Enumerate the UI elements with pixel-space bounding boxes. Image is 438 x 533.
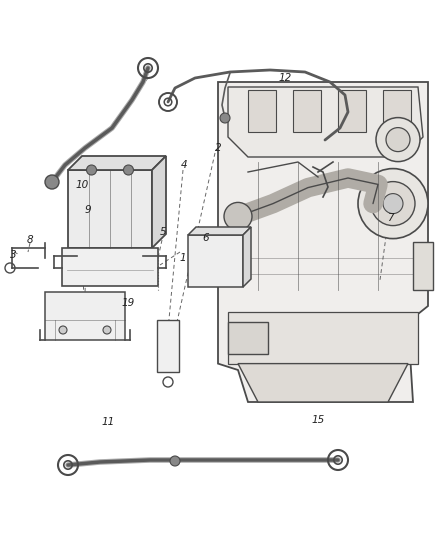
- Polygon shape: [293, 90, 321, 132]
- Circle shape: [386, 127, 410, 151]
- Circle shape: [103, 326, 111, 334]
- Polygon shape: [188, 235, 243, 287]
- Polygon shape: [228, 87, 423, 157]
- Text: 1: 1: [180, 253, 186, 263]
- Polygon shape: [413, 242, 433, 290]
- Circle shape: [170, 456, 180, 466]
- Polygon shape: [218, 82, 428, 402]
- Circle shape: [220, 113, 230, 123]
- Circle shape: [59, 326, 67, 334]
- Polygon shape: [45, 292, 125, 340]
- Text: 3: 3: [10, 250, 16, 260]
- Polygon shape: [228, 312, 418, 364]
- Polygon shape: [248, 90, 276, 132]
- Polygon shape: [188, 227, 251, 235]
- Text: 9: 9: [85, 205, 91, 215]
- Text: 7: 7: [387, 213, 393, 223]
- Polygon shape: [62, 248, 158, 286]
- Polygon shape: [68, 156, 166, 170]
- Circle shape: [383, 193, 403, 214]
- Polygon shape: [338, 90, 366, 132]
- Circle shape: [87, 165, 96, 175]
- Text: 5: 5: [160, 227, 166, 237]
- Circle shape: [371, 182, 415, 225]
- Text: 15: 15: [311, 415, 325, 425]
- Polygon shape: [157, 320, 179, 372]
- Text: 10: 10: [75, 180, 88, 190]
- Text: 4: 4: [181, 160, 187, 170]
- Circle shape: [376, 118, 420, 161]
- Polygon shape: [152, 156, 166, 248]
- Text: 2: 2: [215, 143, 221, 153]
- Text: 19: 19: [121, 298, 134, 308]
- Polygon shape: [383, 90, 411, 132]
- Polygon shape: [68, 170, 152, 248]
- Text: 12: 12: [279, 73, 292, 83]
- Circle shape: [224, 203, 252, 230]
- Circle shape: [45, 175, 59, 189]
- Polygon shape: [238, 364, 408, 402]
- Circle shape: [124, 165, 134, 175]
- Text: 11: 11: [101, 417, 115, 427]
- Polygon shape: [243, 227, 251, 287]
- Text: 6: 6: [203, 233, 209, 243]
- Text: 8: 8: [27, 235, 33, 245]
- Circle shape: [358, 168, 428, 239]
- Polygon shape: [228, 322, 268, 354]
